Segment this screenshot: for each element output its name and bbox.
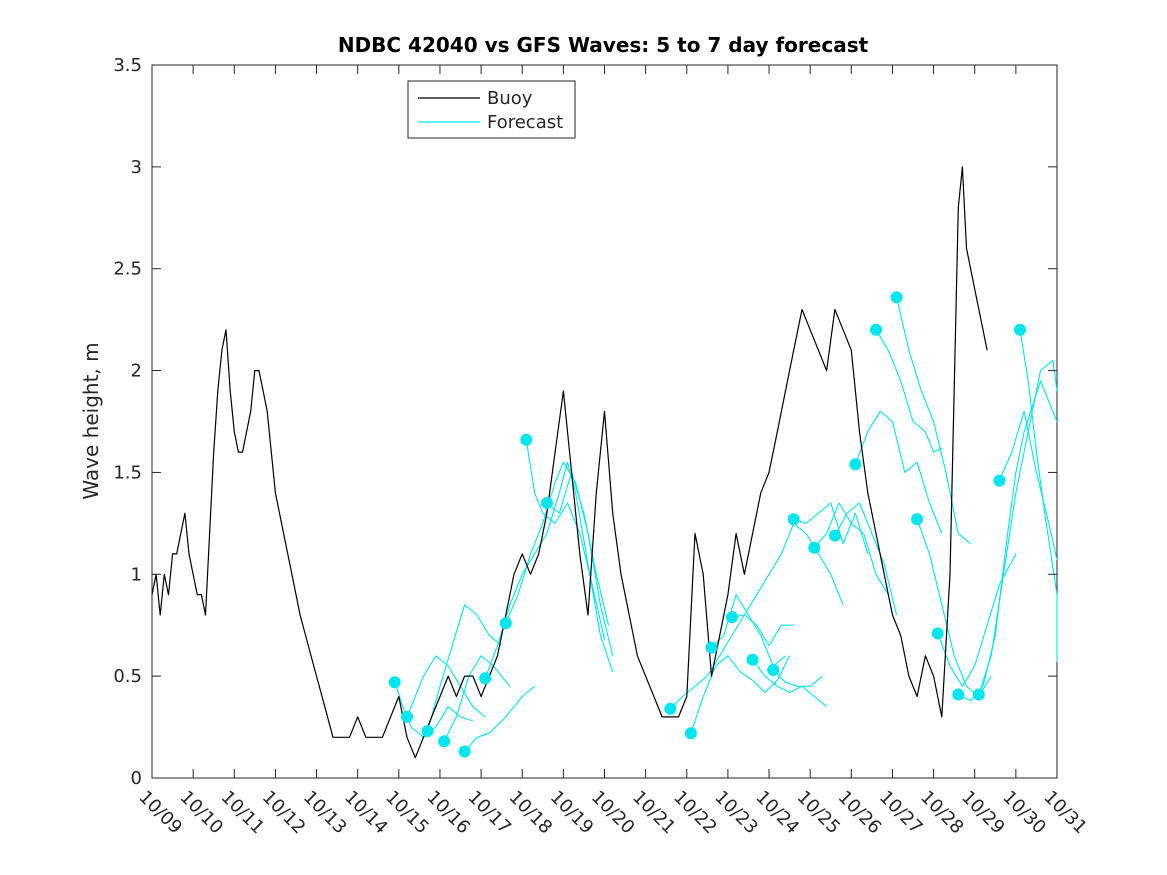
forecast-marker-23: [952, 688, 965, 701]
forecast-marker-12: [726, 611, 738, 624]
legend: Buoy Forecast: [407, 80, 576, 139]
forecast-marker-15: [787, 513, 800, 526]
buoy-series-line: [151, 166, 988, 759]
forecast-marker-2: [421, 725, 434, 738]
forecast-series-line-25: [978, 359, 1058, 695]
forecast-series-line-21: [896, 297, 971, 545]
y-tick-label-1: 0.5: [113, 666, 142, 687]
y-tick-label-5: 2.5: [113, 259, 142, 280]
forecast-marker-18: [849, 458, 862, 471]
chart-title: NDBC 42040 vs GFS Waves: 5 to 7 day fore…: [338, 33, 869, 57]
forecast-marker-6: [499, 617, 512, 630]
forecast-series-line-15: [772, 669, 823, 687]
forecast-marker-26: [1014, 323, 1026, 336]
forecast-marker-25: [993, 474, 1006, 487]
forecast-series-line-14: [752, 659, 827, 708]
forecast-series-line-16: [793, 502, 869, 555]
forecast-series-line-26: [998, 410, 1058, 561]
forecast-marker-13: [746, 653, 759, 666]
forecast-start-markers: [388, 291, 1026, 758]
forecast-series-line-20: [875, 329, 943, 453]
forecast-series-line-27: [1019, 329, 1058, 662]
legend-box: [407, 80, 576, 139]
forecast-marker-9: [664, 702, 677, 715]
forecast-series-line-7: [505, 461, 614, 656]
legend-buoy-label: Buoy: [487, 88, 533, 109]
plot-area: 00.511.522.533.5 10/0910/1010/1110/1210/…: [113, 55, 1091, 838]
y-tick-label-2: 1: [131, 564, 142, 585]
y-tick-label-3: 1.5: [113, 462, 142, 483]
forecast-series-line-17: [813, 502, 889, 595]
forecast-series-line-11: [690, 655, 791, 734]
legend-forecast-label: Forecast: [487, 112, 563, 133]
forecast-series-line-5: [464, 685, 535, 752]
forecast-marker-21: [911, 513, 924, 526]
forecast-series-line-9: [546, 471, 610, 626]
forecast-series-line-13: [731, 522, 844, 618]
forecast-marker-24: [972, 688, 985, 701]
forecast-marker-20: [890, 291, 903, 304]
forecast-marker-3: [438, 735, 451, 748]
forecast-marker-17: [828, 529, 841, 542]
forecast-marker-1: [401, 710, 413, 723]
y-tick-label-6: 3: [131, 157, 142, 178]
forecast-series-line-4: [443, 655, 511, 742]
forecast-marker-8: [540, 497, 553, 509]
y-tick-label-7: 3.5: [113, 55, 142, 76]
forecast-series-line-2: [406, 655, 486, 718]
forecast-marker-7: [520, 433, 533, 446]
plot-frame: [151, 64, 1058, 779]
y-axis-ticks: 0 0.5 1 1.5 2 2.5 3 3.5: [113, 55, 1057, 789]
forecast-series-line-23: [937, 553, 1017, 687]
buoy-line: [151, 166, 988, 759]
forecast-marker-19: [870, 323, 882, 336]
forecast-series-line-19: [854, 410, 943, 534]
forecast-series-line-10: [669, 614, 794, 710]
forecast-marker-5: [479, 672, 492, 685]
forecast-marker-14: [767, 664, 780, 676]
y-axis-label: Wave height, m: [79, 342, 103, 499]
forecast-marker-22: [931, 627, 944, 640]
forecast-series-line-18: [834, 502, 898, 616]
forecast-marker-0: [388, 676, 401, 689]
y-tick-label-4: 2: [131, 361, 142, 382]
y-tick-label-0: 0: [131, 768, 142, 789]
forecast-marker-10: [684, 727, 697, 740]
forecast-series-line-3: [427, 604, 503, 732]
forecast-marker-16: [808, 541, 821, 554]
forecast-marker-4: [458, 745, 471, 758]
forecast-marker-11: [705, 641, 718, 654]
